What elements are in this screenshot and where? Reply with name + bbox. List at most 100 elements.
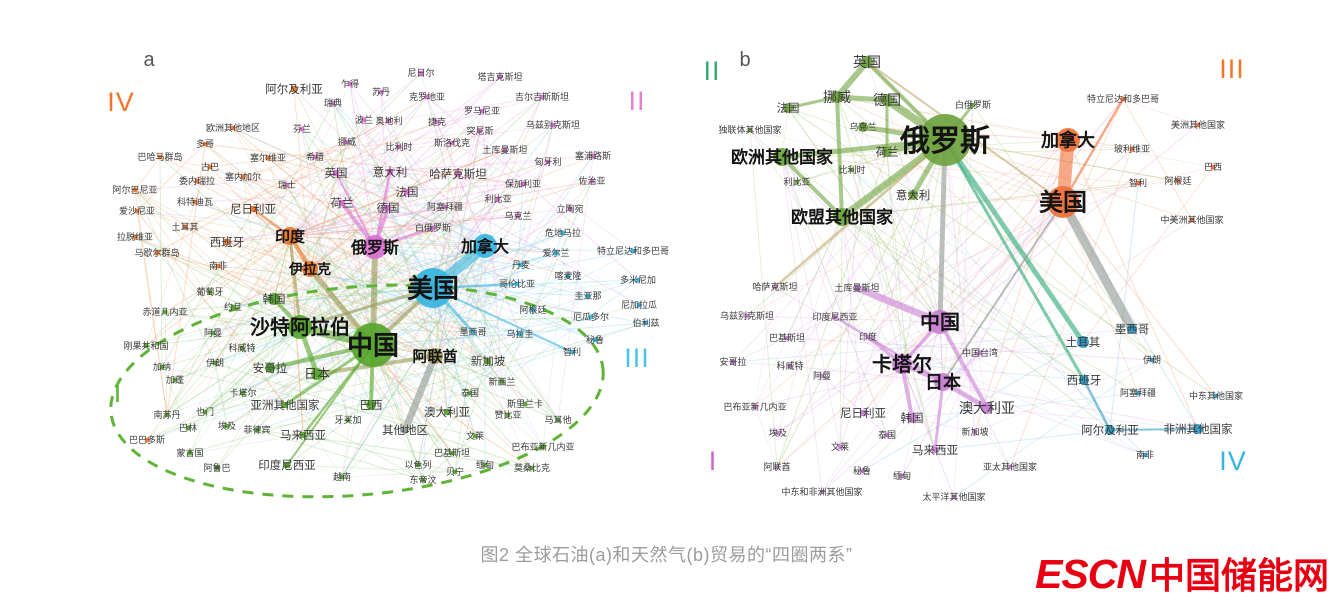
country-node[interactable]: 荷兰 (876, 146, 899, 159)
country-node[interactable]: 马来西亚 (280, 429, 326, 442)
country-node[interactable]: 佐治亚 (578, 175, 605, 186)
country-node[interactable]: 乌兹别克斯坦 (720, 310, 774, 321)
country-node[interactable]: 多米尼加 (620, 274, 656, 285)
country-node[interactable]: 安哥拉 (719, 356, 746, 367)
country-node[interactable]: 埃及 (218, 420, 236, 431)
country-node[interactable]: 日本 (925, 371, 961, 392)
country-node[interactable]: 美国 (407, 268, 459, 308)
country-node[interactable]: 越南 (333, 471, 351, 482)
country-node[interactable]: 欧洲其他国家 (731, 147, 833, 167)
country-node[interactable]: 阿根廷 (519, 304, 546, 315)
country-node[interactable]: 喀麦隆 (554, 270, 581, 281)
country-node[interactable]: 也门 (196, 406, 214, 417)
country-node[interactable]: 澳大利亚 (959, 400, 1015, 416)
country-node[interactable]: 墨西哥 (1115, 323, 1150, 336)
country-node[interactable]: 巴西 (1204, 162, 1222, 172)
country-node[interactable]: 马耳他 (544, 414, 571, 425)
country-node[interactable]: 罗马尼亚 (464, 106, 500, 116)
country-node[interactable]: 菲律宾 (243, 424, 270, 435)
country-node[interactable]: 马歇尔群岛 (134, 247, 179, 258)
country-node[interactable]: 土耳其 (171, 221, 198, 232)
country-node[interactable]: 阿联酋 (763, 461, 790, 472)
country-node[interactable]: 乌拉圭 (506, 328, 533, 339)
country-node[interactable]: 巴哈马群岛 (137, 151, 182, 162)
country-node[interactable]: 赞比亚 (494, 409, 521, 420)
country-node[interactable]: 塞内加尔 (225, 171, 261, 182)
country-node[interactable]: 卡塔尔 (229, 387, 256, 398)
country-node[interactable]: 乍得 (341, 78, 359, 89)
country-node[interactable]: 瑞士 (278, 179, 296, 190)
country-node[interactable]: 亚洲其他国家 (251, 398, 320, 412)
country-node[interactable]: 斯洛伐克 (434, 137, 470, 148)
country-node[interactable]: 韩国 (263, 292, 286, 306)
country-node[interactable]: 匈牙利 (534, 156, 561, 167)
country-node[interactable]: 土库曼斯坦 (482, 144, 527, 155)
country-node[interactable]: 埃及 (769, 427, 787, 438)
country-node[interactable]: 加蓬 (166, 374, 184, 385)
country-node[interactable]: 塔吉克斯坦 (477, 71, 522, 82)
country-node[interactable]: 阿曼 (204, 328, 222, 338)
country-node[interactable]: 利比亚 (783, 176, 810, 187)
country-node[interactable]: 意大利 (373, 165, 408, 179)
country-node[interactable]: 刚果共和国 (123, 341, 168, 351)
country-node[interactable]: 厄瓜多尔 (573, 311, 609, 322)
country-node[interactable]: 伊朗 (206, 357, 224, 368)
country-node[interactable]: 白俄罗斯 (955, 99, 991, 110)
country-node[interactable]: 南苏丹 (153, 409, 180, 420)
country-node[interactable]: 尼日利亚 (840, 407, 886, 420)
country-node[interactable]: 白俄罗斯 (415, 222, 451, 233)
country-node[interactable]: 巴林 (179, 422, 197, 433)
country-node[interactable]: 泰国 (461, 387, 479, 398)
country-node[interactable]: 文莱 (466, 430, 484, 441)
country-node[interactable]: 乌克兰 (504, 210, 531, 221)
country-node[interactable]: 突尼斯 (466, 125, 493, 136)
country-node[interactable]: 智利 (563, 346, 581, 357)
country-node[interactable]: 意大利 (896, 188, 931, 202)
country-node[interactable]: 比利时 (838, 164, 865, 175)
country-node[interactable]: 土库曼斯坦 (834, 282, 879, 293)
country-node[interactable]: 中国台湾 (962, 347, 998, 358)
country-node[interactable]: 加纳 (153, 361, 171, 372)
country-node[interactable]: 新加坡 (471, 354, 506, 368)
country-node[interactable]: 特立尼达和多巴哥 (1087, 93, 1159, 104)
country-node[interactable]: 荷兰 (331, 197, 354, 210)
country-node[interactable]: 塞浦路斯 (575, 150, 611, 161)
country-node[interactable]: 尼日尔 (407, 67, 434, 78)
country-node[interactable]: 巴基斯坦 (434, 447, 470, 458)
country-node[interactable]: 希腊 (306, 151, 324, 162)
country-node[interactable]: 乌兹别克斯坦 (526, 119, 580, 130)
country-node[interactable]: 土耳其 (1066, 336, 1101, 349)
country-node[interactable]: 美国 (1039, 186, 1087, 218)
country-node[interactable]: 安哥拉 (253, 361, 288, 375)
country-node[interactable]: 尼日利亚 (230, 203, 276, 216)
country-node[interactable]: 阿曼 (813, 371, 831, 381)
country-node[interactable]: 西班牙 (210, 236, 245, 249)
country-node[interactable]: 泰国 (878, 429, 896, 440)
country-node[interactable]: 伯利兹 (632, 317, 659, 328)
country-node[interactable]: 葡萄牙 (196, 286, 223, 297)
country-node[interactable]: 克罗地亚 (409, 91, 445, 102)
country-node[interactable]: 法国 (396, 185, 419, 199)
country-node[interactable]: 马来西亚 (912, 444, 958, 457)
country-node[interactable]: 巴西 (360, 400, 383, 412)
country-node[interactable]: 俄罗斯 (350, 235, 399, 259)
country-node[interactable]: 哈萨克斯坦 (429, 167, 487, 181)
country-node[interactable]: 德国 (873, 92, 901, 108)
country-node[interactable]: 法国 (777, 101, 800, 115)
country-node[interactable]: 赤道几内亚 (142, 306, 187, 317)
country-node[interactable]: 特立尼达和多巴哥 (597, 245, 669, 256)
country-node[interactable]: 阿塞拜疆 (1120, 387, 1156, 398)
country-node[interactable]: 亚太其他国家 (983, 461, 1037, 472)
country-node[interactable]: 德国 (377, 201, 400, 215)
country-node[interactable]: 巴布亚新几内亚 (723, 401, 786, 412)
country-node[interactable]: 哥伦比亚 (499, 278, 535, 289)
country-node[interactable]: 秘鲁 (586, 334, 604, 345)
country-node[interactable]: 印度尼西亚 (258, 458, 316, 472)
country-node[interactable]: 西班牙 (1067, 374, 1102, 387)
country-node[interactable]: 其他地区 (382, 424, 428, 437)
country-node[interactable]: 美洲其他国家 (1171, 119, 1225, 130)
country-node[interactable]: 卡塔尔 (872, 352, 932, 376)
country-node[interactable]: 阿塞拜疆 (427, 201, 463, 212)
country-node[interactable]: 瑞典 (324, 97, 342, 108)
country-node[interactable]: 挪威 (338, 136, 356, 147)
